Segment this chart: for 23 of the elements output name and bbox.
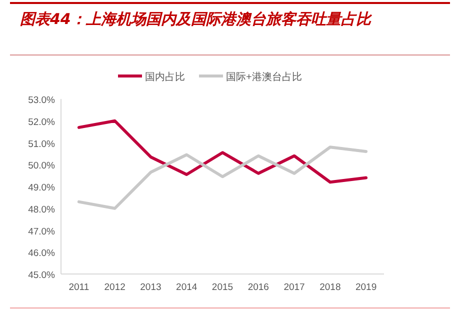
- x-tick-label: 2017: [284, 282, 305, 293]
- x-tick-label: 2016: [248, 282, 269, 293]
- x-tick-label: 2014: [176, 282, 198, 293]
- x-tick-label: 2015: [212, 282, 234, 293]
- legend-label: 国际+港澳台占比: [226, 71, 302, 83]
- x-tick-label: 2012: [104, 282, 126, 293]
- y-tick-label: 48.0%: [28, 204, 56, 216]
- line-series: [77, 146, 368, 210]
- x-tick-label: 2013: [140, 282, 162, 293]
- legend-label: 国内占比: [145, 71, 185, 83]
- x-tick-label: 2018: [320, 282, 341, 293]
- y-tick-label: 46.0%: [28, 248, 56, 260]
- y-tick-label: 51.0%: [28, 138, 56, 150]
- x-tick-label: 2019: [355, 282, 377, 293]
- x-tick-label: 2011: [68, 282, 90, 293]
- y-tick-label: 52.0%: [28, 116, 56, 128]
- line-series: [77, 119, 368, 184]
- y-tick-label: 49.0%: [28, 182, 56, 194]
- chart-title: 图表44：上海机场国内及国际港澳台旅客吞吐量占比: [20, 10, 373, 28]
- y-tick-label: 45.0%: [28, 270, 56, 281]
- y-tick-label: 50.0%: [28, 160, 56, 172]
- y-tick-label: 47.0%: [28, 226, 56, 238]
- y-tick-label: 53.0%: [28, 95, 56, 106]
